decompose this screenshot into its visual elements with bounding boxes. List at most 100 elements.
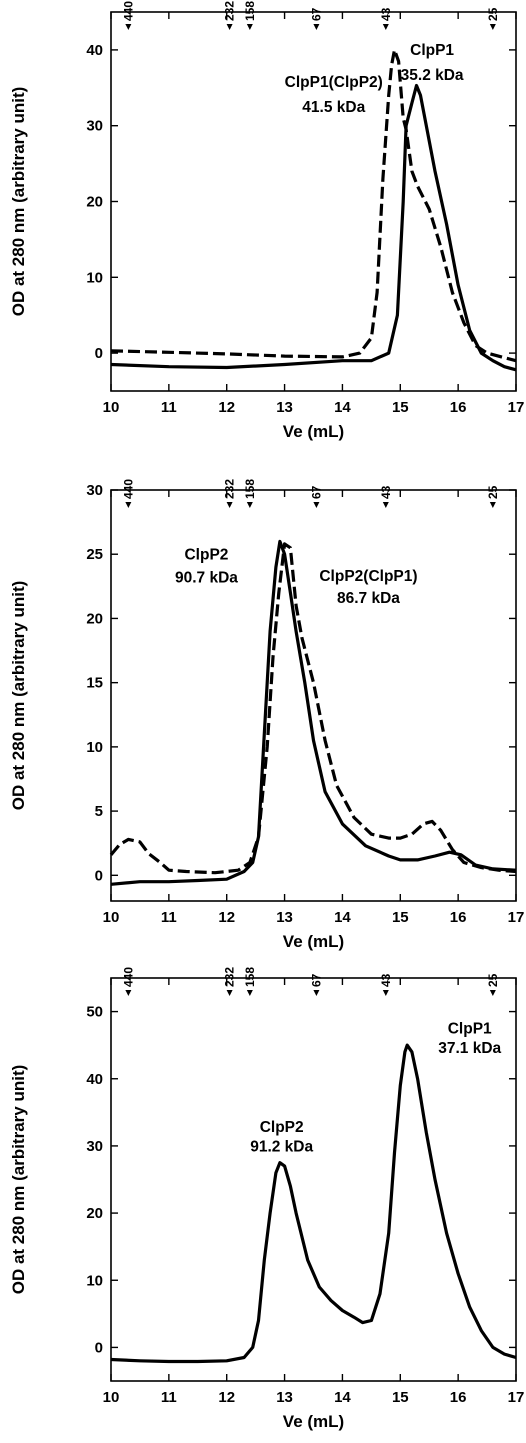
x-tick-label: 11 bbox=[161, 399, 177, 416]
marker-label: 158 bbox=[243, 479, 257, 499]
y-axis-title: OD at 280 nm (arbitrary unit) bbox=[9, 87, 28, 317]
x-tick-label: 15 bbox=[392, 909, 409, 926]
y-tick-label: 15 bbox=[86, 675, 103, 692]
marker-label: 158 bbox=[243, 1, 257, 21]
y-tick-label: 5 bbox=[95, 803, 103, 820]
marker-triangle bbox=[489, 24, 496, 30]
x-tick-label: 10 bbox=[103, 399, 120, 416]
marker-triangle bbox=[489, 990, 496, 996]
x-tick-label: 11 bbox=[161, 909, 177, 926]
marker-triangle bbox=[125, 24, 132, 30]
y-axis-title: OD at 280 nm (arbitrary unit) bbox=[9, 581, 28, 811]
marker-label: 43 bbox=[379, 973, 393, 987]
x-axis-title: Ve (mL) bbox=[283, 932, 344, 951]
y-tick-label: 30 bbox=[86, 482, 103, 499]
y-tick-label: 30 bbox=[86, 118, 103, 135]
x-axis-title: Ve (mL) bbox=[283, 422, 344, 441]
x-tick-label: 16 bbox=[450, 909, 467, 926]
peak-annotation: 37.1 kDa bbox=[438, 1040, 501, 1057]
x-tick-label: 16 bbox=[450, 1389, 467, 1406]
marker-triangle bbox=[489, 502, 496, 508]
y-tick-label: 20 bbox=[86, 610, 103, 627]
y-tick-label: 0 bbox=[95, 1339, 103, 1356]
chart-panel-2: 10 11 12 13 14 15 16 17 0 5 10 15 20 25 30 Ve (mL) OD at… bbox=[9, 479, 524, 951]
marker-triangle bbox=[226, 502, 233, 508]
x-tick-label: 17 bbox=[508, 909, 525, 926]
y-tick-label: 30 bbox=[86, 1138, 103, 1155]
marker-label: 232 bbox=[223, 967, 237, 987]
series-line-dashed bbox=[110, 48, 517, 363]
y-tick-label: 10 bbox=[86, 1272, 103, 1289]
marker-triangle bbox=[313, 990, 320, 996]
marker-triangle bbox=[226, 24, 233, 30]
x-tick-label: 12 bbox=[218, 1389, 235, 1406]
marker-label: 67 bbox=[309, 7, 323, 21]
marker-label: 232 bbox=[223, 479, 237, 499]
marker-label: 232 bbox=[223, 1, 237, 21]
x-tick-label: 15 bbox=[392, 1389, 409, 1406]
y-tick-label: 20 bbox=[86, 194, 103, 211]
marker-label: 158 bbox=[243, 967, 257, 987]
x-tick-label: 10 bbox=[103, 1389, 120, 1406]
peak-annotation: ClpP2 bbox=[184, 546, 228, 563]
y-tick-label: 0 bbox=[95, 867, 103, 884]
x-tick-label: 17 bbox=[508, 1389, 525, 1406]
peak-annotation: ClpP1 bbox=[448, 1021, 492, 1038]
marker-label: 67 bbox=[309, 485, 323, 499]
x-tick-label: 17 bbox=[508, 399, 525, 416]
peak-annotation: 86.7 kDa bbox=[337, 590, 400, 607]
chart-panel-1: 10 11 12 13 14 15 16 17 0 10 20 30 40 Ve (mL) OD at 28… bbox=[9, 1, 524, 441]
x-tick-label: 13 bbox=[276, 399, 293, 416]
marker-label: 43 bbox=[379, 485, 393, 499]
y-tick-label: 40 bbox=[86, 42, 103, 59]
y-tick-label: 0 bbox=[95, 345, 103, 362]
plot-frame bbox=[110, 489, 517, 902]
peak-annotation: ClpP2(ClpP1) bbox=[319, 568, 417, 585]
marker-label: 25 bbox=[486, 7, 500, 21]
marker-triangle bbox=[382, 990, 389, 996]
x-tick-label: 13 bbox=[276, 909, 293, 926]
marker-triangle bbox=[382, 24, 389, 30]
series-line-dashed bbox=[109, 542, 517, 875]
chart-panel-3: 10 11 12 13 14 15 16 17 0 10 20 30 40 50 Ve (mL) OD at … bbox=[9, 967, 524, 1431]
plot-frame bbox=[110, 977, 517, 1382]
marker-triangle bbox=[313, 502, 320, 508]
marker-label: 67 bbox=[309, 973, 323, 987]
x-tick-label: 14 bbox=[334, 909, 351, 926]
x-tick-label: 13 bbox=[276, 1389, 293, 1406]
marker-triangle bbox=[246, 990, 253, 996]
x-tick-label: 12 bbox=[218, 909, 235, 926]
y-tick-label: 20 bbox=[86, 1205, 103, 1222]
y-tick-label: 25 bbox=[86, 546, 103, 563]
peak-annotation: ClpP2 bbox=[260, 1119, 304, 1136]
x-tick-label: 14 bbox=[334, 399, 351, 416]
marker-label: 25 bbox=[486, 973, 500, 987]
x-tick-label: 15 bbox=[392, 399, 409, 416]
series-line-solid bbox=[110, 539, 517, 886]
marker-label: 440 bbox=[121, 1, 135, 21]
marker-label: 440 bbox=[121, 479, 135, 499]
peak-annotation: 35.2 kDa bbox=[401, 67, 464, 84]
peak-annotation: 91.2 kDa bbox=[250, 1138, 313, 1155]
marker-label: 43 bbox=[379, 7, 393, 21]
y-tick-label: 40 bbox=[86, 1071, 103, 1088]
series-line-solid bbox=[110, 83, 517, 372]
peak-annotation: 41.5 kDa bbox=[302, 99, 365, 116]
x-tick-label: 11 bbox=[161, 1389, 177, 1406]
y-axis-title: OD at 280 nm (arbitrary unit) bbox=[9, 1065, 28, 1295]
marker-triangle bbox=[382, 502, 389, 508]
marker-triangle bbox=[313, 24, 320, 30]
x-tick-label: 16 bbox=[450, 399, 467, 416]
peak-annotation: 90.7 kDa bbox=[175, 569, 238, 586]
y-tick-label: 50 bbox=[86, 1004, 103, 1021]
series-line-solid bbox=[110, 1043, 517, 1364]
marker-triangle bbox=[246, 24, 253, 30]
x-tick-label: 10 bbox=[103, 909, 120, 926]
marker-label: 25 bbox=[486, 485, 500, 499]
marker-triangle bbox=[246, 502, 253, 508]
y-tick-label: 10 bbox=[86, 739, 103, 756]
marker-triangle bbox=[125, 502, 132, 508]
peak-annotation: ClpP1(ClpP2) bbox=[285, 74, 383, 91]
peak-annotation: ClpP1 bbox=[410, 42, 454, 59]
